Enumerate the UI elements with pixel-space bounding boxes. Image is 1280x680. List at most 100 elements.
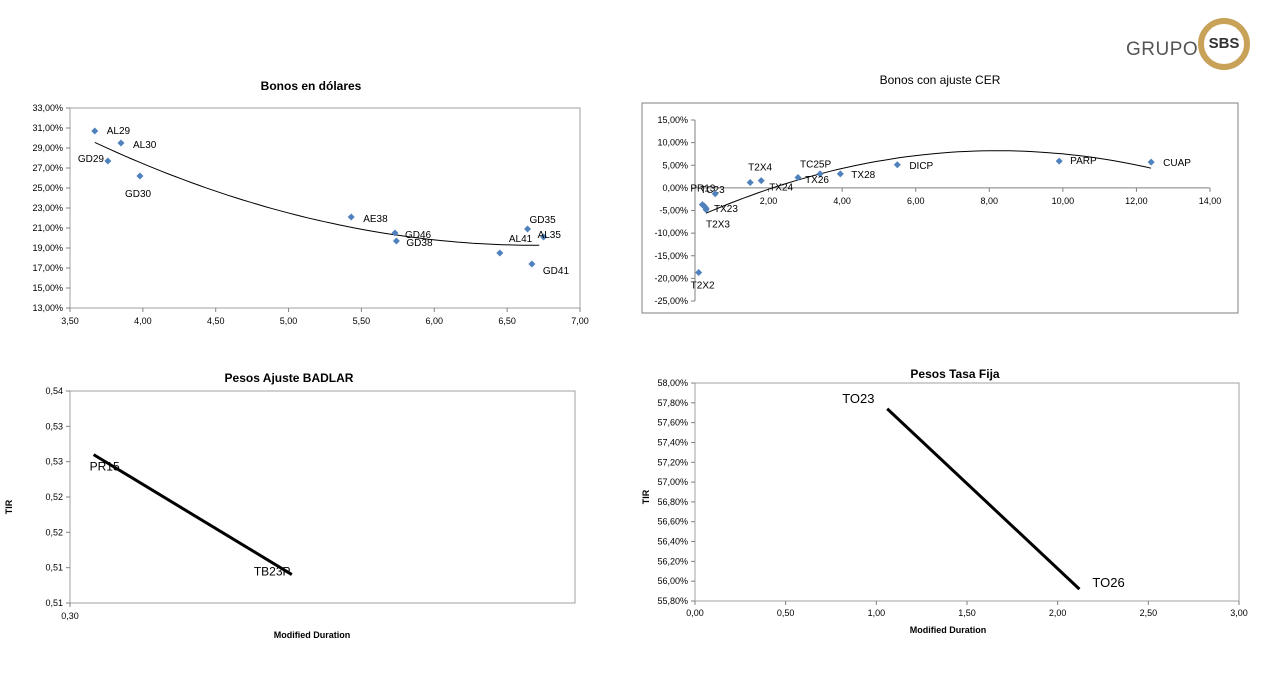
y-tick-label: -15,00%: [654, 251, 688, 261]
data-point-marker: [695, 268, 703, 276]
y-tick-label: 19,00%: [32, 243, 63, 253]
x-tick-label: 1,50: [958, 608, 976, 618]
data-point-marker: [1055, 157, 1063, 165]
y-axis: -25,00% -20,00% -15,00% -10,00% -5,00% 0,00% 5…: [654, 115, 696, 306]
y-tick-label: 10,00%: [657, 138, 688, 148]
chart-title: Bonos en dólares: [261, 79, 362, 93]
x-tick-label: 0,00: [686, 608, 704, 618]
data-point-marker: [524, 225, 532, 233]
point-label: AL35: [538, 230, 562, 241]
logo-ring: SBS: [1198, 18, 1250, 70]
y-tick-label: 0,51: [45, 563, 63, 573]
y-tick-label: 0,53: [45, 421, 63, 431]
point-label: T2X4: [748, 162, 772, 173]
trendline: [94, 141, 540, 246]
x-tick-label: 4,00: [833, 196, 851, 206]
point-label: AL30: [133, 140, 157, 151]
y-tick-label: 5,00%: [662, 160, 688, 170]
point-label: GD41: [543, 266, 570, 277]
grupo-sbs-logo: GRUPO SBS: [1120, 15, 1260, 85]
data-point-marker: [1147, 158, 1155, 166]
y-tick-label: 15,00%: [657, 115, 688, 125]
chart-title: Pesos Tasa Fija: [910, 367, 999, 381]
data-point-marker: [757, 177, 765, 185]
x-tick-label: 12,00: [1125, 196, 1148, 206]
y-tick-label: 0,54: [45, 386, 63, 396]
point-label: GD35: [530, 215, 557, 226]
x-tick-label: 14,00: [1199, 196, 1222, 206]
x-tick-label: 4,00: [134, 316, 152, 326]
point-label: T2X2: [691, 280, 715, 291]
y-tick-label: 57,20%: [657, 457, 688, 467]
y-tick-label: 56,80%: [657, 497, 688, 507]
data-point-marker: [702, 206, 710, 214]
x-axis-title: Modified Duration: [910, 625, 987, 635]
y-tick-label: -10,00%: [654, 228, 688, 238]
x-tick-label: 2,00: [760, 196, 778, 206]
logo-sbs-text: SBS: [1208, 35, 1240, 52]
y-tick-label: 23,00%: [32, 203, 63, 213]
point-label: PR13: [690, 184, 715, 195]
point-label: TX23: [714, 204, 738, 215]
point-label: T2X3: [706, 220, 730, 231]
x-tick-label: 2,00: [1049, 608, 1067, 618]
y-tick-label: 0,52: [45, 492, 63, 502]
y-tick-label: 21,00%: [32, 223, 63, 233]
x-tick-label: 5,00: [280, 316, 298, 326]
point-label: PR15: [90, 460, 120, 474]
y-tick-label: 0,52: [45, 527, 63, 537]
point-label: AL41: [509, 234, 533, 245]
x-tick-label: 6,00: [426, 316, 444, 326]
data-point-marker: [836, 170, 844, 178]
y-tick-label: 56,00%: [657, 576, 688, 586]
x-tick-label: 7,00: [571, 316, 589, 326]
y-axis: 13,00% 15,00% 17,00% 19,00% 21,00% 23,00% 25,0…: [32, 103, 70, 313]
point-label: GD29: [78, 154, 105, 165]
y-tick-label: 13,00%: [32, 303, 63, 313]
chart-title: Pesos Ajuste BADLAR: [225, 371, 354, 385]
y-tick-label: 17,00%: [32, 263, 63, 273]
y-tick-label: -20,00%: [654, 273, 688, 283]
data-point-marker: [816, 170, 824, 178]
point-label: CUAP: [1163, 158, 1191, 169]
y-tick-label: 0,51: [45, 598, 63, 608]
point-label: TC23: [700, 185, 725, 196]
data-point-marker: [136, 172, 144, 180]
x-tick-label: 3,00: [1230, 608, 1248, 618]
chart-title: Bonos con ajuste CER: [880, 73, 1001, 87]
x-tick-label: 5,50: [353, 316, 371, 326]
data-point-marker: [528, 260, 536, 268]
y-tick-label: 56,20%: [657, 556, 688, 566]
x-tick-label: 0,50: [777, 608, 795, 618]
y-tick-label: 15,00%: [32, 283, 63, 293]
y-tick-label: 27,00%: [32, 163, 63, 173]
x-tick-label: 10,00: [1052, 196, 1075, 206]
y-tick-label: -25,00%: [654, 296, 688, 306]
x-tick-label: 6,00: [907, 196, 925, 206]
y-tick-label: 33,00%: [32, 103, 63, 113]
chart-border: [641, 102, 1239, 314]
y-tick-label: 31,00%: [32, 123, 63, 133]
y-tick-label: 57,00%: [657, 477, 688, 487]
data-point-marker: [117, 139, 125, 147]
x-tick-label: 3,50: [61, 316, 79, 326]
series-line: TO23 TO26: [842, 391, 1125, 591]
data-point-marker: [746, 178, 754, 186]
data-point-marker: [893, 161, 901, 169]
x-axis: 0,30: [61, 603, 79, 621]
point-label: TX26: [805, 175, 829, 186]
trendline: [705, 150, 1152, 214]
y-tick-label: -5,00%: [659, 206, 688, 216]
point-label: GD30: [125, 189, 152, 200]
y-tick-label: 55,80%: [657, 596, 688, 606]
plot-frame: [694, 382, 1240, 602]
point-label: AE38: [363, 214, 388, 225]
x-axis: 2,00 4,00 6,00 8,00 10,00 12,00 14,00: [695, 187, 1222, 206]
data-point-marker: [104, 157, 112, 165]
data-point-marker: [91, 127, 99, 135]
y-axis: 55,80% 56,00% 56,20% 56,40% 56,60% 56,80% 57,0…: [657, 378, 695, 606]
y-tick-label: 25,00%: [32, 183, 63, 193]
